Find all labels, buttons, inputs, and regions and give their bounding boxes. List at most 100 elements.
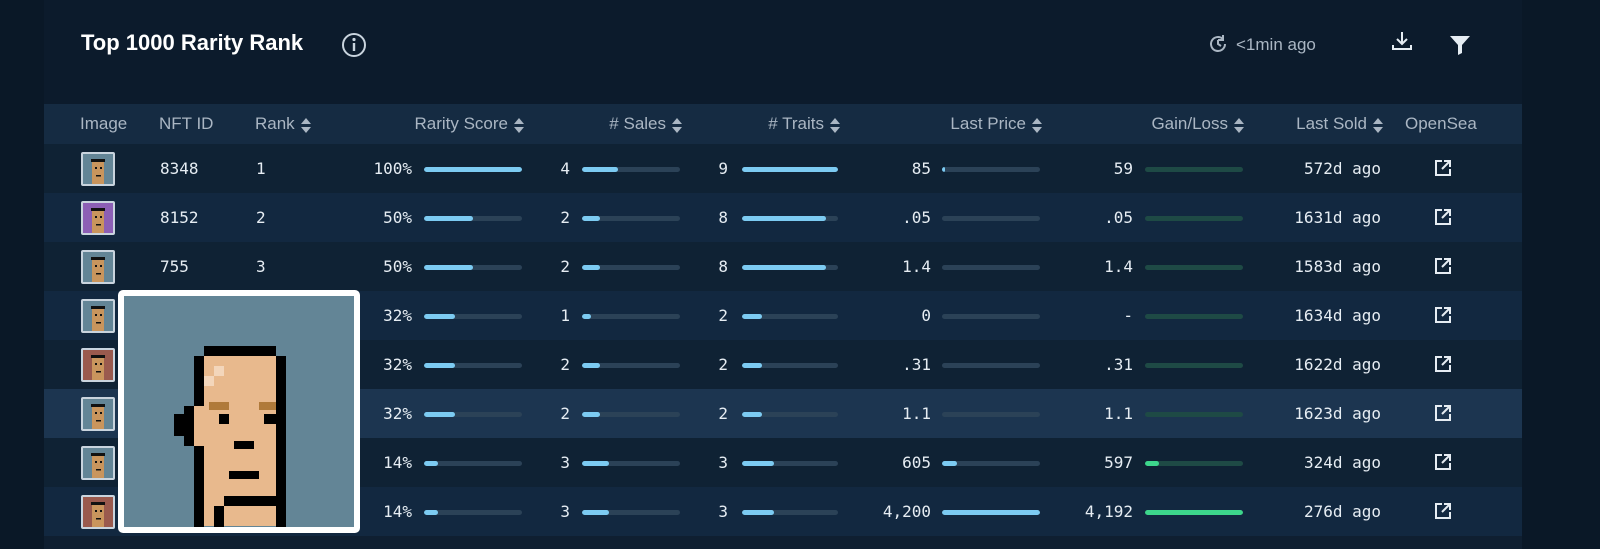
last-sold-value: 324d ago [1303,453,1381,472]
col-opensea: OpenSea [1405,114,1477,133]
col-traits[interactable]: # Traits [694,104,840,144]
nft-thumbnail[interactable] [81,348,115,382]
rarity-score-value: 32% [383,355,412,374]
gain-loss-bar [1145,265,1243,270]
page-gutter-right [1522,0,1600,549]
rarity-score-bar [424,461,522,466]
table-row[interactable]: 8152 2 50% 2 8 .05 .05 1631d ago [44,193,1522,242]
sales-bar [582,167,680,172]
last-price-bar [942,412,1040,417]
rarity-score-bar [424,265,522,270]
sort-icon [300,117,311,133]
col-sales[interactable]: # Sales [544,104,682,144]
last-price-value: .05 [902,208,931,227]
rarity-score-bar [424,167,522,172]
filter-icon[interactable] [1448,33,1472,57]
external-link-icon[interactable] [1433,501,1453,521]
gain-loss-bar [1145,167,1243,172]
last-price-bar [942,363,1040,368]
table-row[interactable]: 755 3 50% 2 8 1.4 1.4 1583d ago [44,242,1522,291]
sort-icon [830,117,840,133]
nft-id: 8348 [160,159,199,178]
nft-id: 755 [160,257,189,276]
external-link-icon[interactable] [1433,452,1453,472]
gain-loss-value: 1.1 [1104,404,1133,423]
external-link-icon[interactable] [1433,403,1453,423]
traits-bar [742,314,838,319]
sales-bar [582,363,680,368]
nft-thumbnail[interactable] [81,495,115,529]
traits-bar [742,461,838,466]
nft-thumbnail[interactable] [81,446,115,480]
table-header: Image NFT ID Rank Rarity Score # Sales #… [44,104,1522,144]
sales-bar [582,314,680,319]
punk-preview-image [124,296,354,527]
traits-value: 9 [718,159,728,178]
sales-bar [582,265,680,270]
col-rarity-score[interactable]: Rarity Score [344,104,524,144]
rarity-score-bar [424,510,522,515]
sort-icon [514,117,524,133]
table-row[interactable]: 8348 1 100% 4 9 85 59 572d ago [44,144,1522,193]
traits-bar [742,265,838,270]
last-price-bar [942,510,1040,515]
gain-loss-value: .05 [1104,208,1133,227]
external-link-icon[interactable] [1433,305,1453,325]
nft-id: 8152 [160,208,199,227]
last-price-value: .31 [902,355,931,374]
download-icon[interactable] [1390,29,1414,53]
traits-bar [742,510,838,515]
traits-value: 8 [718,208,728,227]
col-image: Image [80,114,128,133]
last-price-value: 605 [902,453,931,472]
traits-bar [742,363,838,368]
last-price-value: 0 [921,306,931,325]
nft-thumbnail[interactable] [81,201,115,235]
sales-value: 3 [560,453,570,472]
external-link-icon[interactable] [1433,256,1453,276]
punk-pixel-art [124,296,354,527]
nft-thumbnail[interactable] [81,299,115,333]
rank: 2 [256,208,266,227]
col-gain-loss[interactable]: Gain/Loss [1074,104,1244,144]
col-last-price[interactable]: Last Price [874,104,1042,144]
rarity-score-value: 32% [383,306,412,325]
last-sold-value: 572d ago [1303,159,1381,178]
rarity-score-value: 100% [373,159,412,178]
info-icon[interactable] [341,32,367,58]
sales-value: 2 [560,208,570,227]
sales-bar [582,461,680,466]
sales-value: 2 [560,355,570,374]
col-rank[interactable]: Rank [255,104,311,144]
last-price-bar [942,216,1040,221]
refresh-icon[interactable] [1207,33,1229,55]
last-price-value: 1.4 [902,257,931,276]
gain-loss-value: 4,192 [1084,502,1133,521]
rarity-score-value: 50% [383,257,412,276]
gain-loss-bar [1145,412,1243,417]
rarity-score-bar [424,216,522,221]
nft-thumbnail[interactable] [81,250,115,284]
external-link-icon[interactable] [1433,207,1453,227]
nft-thumbnail[interactable] [81,397,115,431]
traits-value: 3 [718,453,728,472]
traits-value: 2 [718,355,728,374]
traits-value: 8 [718,257,728,276]
last-sold-value: 1631d ago [1294,208,1381,227]
sales-value: 2 [560,404,570,423]
gain-loss-bar [1145,461,1243,466]
external-link-icon[interactable] [1433,158,1453,178]
last-updated: <1min ago [1236,35,1316,54]
rarity-score-value: 32% [383,404,412,423]
rarity-score-value: 14% [383,453,412,472]
last-price-value: 1.1 [902,404,931,423]
traits-bar [742,412,838,417]
external-link-icon[interactable] [1433,354,1453,374]
col-last-sold[interactable]: Last Sold [1244,104,1383,144]
rarity-score-value: 14% [383,502,412,521]
sort-icon [1032,117,1042,133]
sort-icon [1373,117,1383,133]
nft-thumbnail[interactable] [81,152,115,186]
gain-loss-bar [1145,510,1243,515]
last-price-bar [942,314,1040,319]
